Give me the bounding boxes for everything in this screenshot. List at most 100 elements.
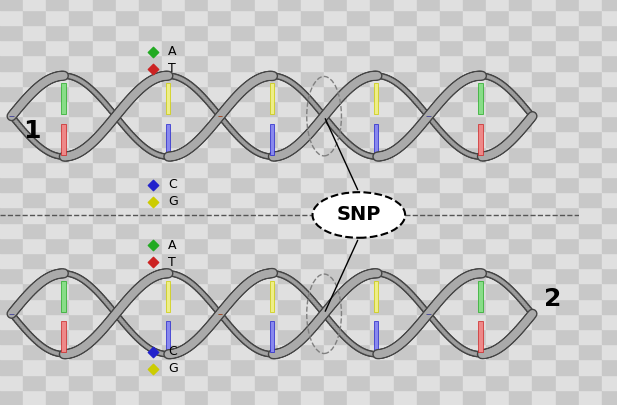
FancyBboxPatch shape [61, 83, 66, 114]
Bar [255, 284, 278, 298]
Bar [116, 207, 139, 223]
Bar [255, 10, 278, 25]
Bar [509, 268, 532, 284]
Bar [602, 40, 617, 55]
Bar [324, 314, 347, 329]
Bar [532, 344, 555, 359]
Bar [394, 131, 416, 147]
Bar [255, 40, 278, 55]
Bar [116, 55, 139, 70]
Bar [209, 268, 231, 284]
Bar [255, 253, 278, 268]
Bar [324, 86, 347, 101]
Bar [394, 268, 416, 284]
Bar [486, 0, 509, 10]
Bar [255, 177, 278, 192]
Bar [579, 101, 602, 116]
Bar [463, 359, 486, 375]
Bar [370, 147, 394, 162]
Bar [394, 314, 416, 329]
Bar [324, 207, 347, 223]
Bar [463, 344, 486, 359]
Bar [46, 375, 70, 390]
Bar [301, 10, 324, 25]
Bar [347, 55, 370, 70]
Bar [579, 390, 602, 405]
Bar [116, 116, 139, 131]
Bar [23, 55, 46, 70]
Bar [301, 298, 324, 314]
Bar [70, 147, 93, 162]
Bar [532, 101, 555, 116]
Bar [139, 390, 162, 405]
Bar [209, 359, 231, 375]
Bar [301, 314, 324, 329]
Point [149, 48, 159, 55]
Bar [139, 375, 162, 390]
Point [149, 349, 159, 355]
Bar [301, 162, 324, 177]
Bar [416, 55, 440, 70]
Bar [162, 0, 185, 10]
Bar [486, 101, 509, 116]
Bar [324, 40, 347, 55]
Bar [394, 162, 416, 177]
Bar [209, 223, 231, 238]
Bar [278, 40, 301, 55]
Bar [324, 25, 347, 40]
Bar [463, 192, 486, 207]
Bar [209, 314, 231, 329]
Bar [139, 131, 162, 147]
Bar [486, 375, 509, 390]
Bar [0, 375, 23, 390]
Bar [185, 147, 209, 162]
Bar [255, 162, 278, 177]
Bar [555, 147, 579, 162]
Bar [162, 223, 185, 238]
Bar [579, 0, 602, 10]
Bar [162, 116, 185, 131]
Bar [46, 55, 70, 70]
Bar [370, 55, 394, 70]
Bar [231, 40, 255, 55]
Bar [347, 314, 370, 329]
Bar [139, 253, 162, 268]
Bar [23, 375, 46, 390]
Bar [70, 162, 93, 177]
Bar [209, 207, 231, 223]
Bar [324, 359, 347, 375]
Bar [555, 0, 579, 10]
Bar [416, 70, 440, 86]
Bar [185, 40, 209, 55]
Bar [185, 0, 209, 10]
Bar [324, 284, 347, 298]
Bar [46, 70, 70, 86]
Bar [301, 375, 324, 390]
Bar [301, 344, 324, 359]
Point [149, 66, 159, 72]
Bar [324, 238, 347, 253]
Bar [509, 223, 532, 238]
Bar [116, 40, 139, 55]
Bar [486, 207, 509, 223]
Bar [93, 177, 116, 192]
Bar [0, 207, 23, 223]
Bar [602, 101, 617, 116]
Bar [509, 359, 532, 375]
Bar [162, 25, 185, 40]
Bar [255, 116, 278, 131]
Bar [324, 223, 347, 238]
Bar [463, 238, 486, 253]
Bar [116, 298, 139, 314]
Bar [370, 101, 394, 116]
Bar [440, 25, 463, 40]
Bar [209, 101, 231, 116]
Bar [278, 284, 301, 298]
Bar [185, 284, 209, 298]
Bar [463, 101, 486, 116]
FancyBboxPatch shape [478, 322, 482, 352]
Bar [278, 238, 301, 253]
Bar [440, 101, 463, 116]
Bar [579, 147, 602, 162]
Bar [324, 116, 347, 131]
